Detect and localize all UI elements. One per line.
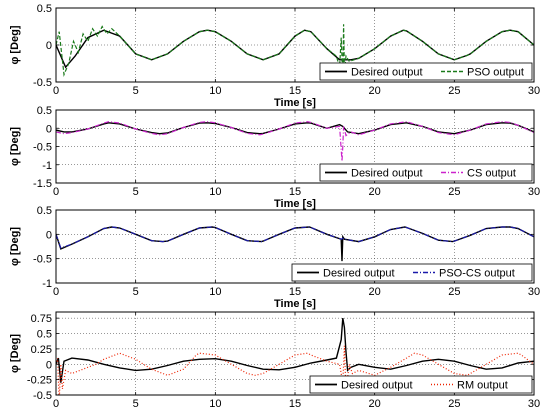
series-line-desired-output — [56, 226, 534, 262]
x-tick-label: 5 — [133, 398, 139, 410]
series-line-cs-output — [56, 121, 534, 162]
x-tick-label: 0 — [53, 398, 59, 410]
y-tick-label: 0.75 — [31, 313, 52, 325]
y-tick-label: -0.5 — [33, 390, 52, 402]
x-tick-label: 10 — [209, 186, 221, 198]
y-axis-label: φ [Deg] — [9, 227, 21, 266]
legend-box — [291, 263, 533, 282]
series-line-pso-output — [56, 24, 534, 79]
legend-entry: PSO output — [467, 67, 524, 79]
y-tick-label: 0 — [46, 40, 52, 52]
y-axis-label: φ [Deg] — [9, 127, 21, 166]
y-tick-label: 0.5 — [37, 3, 52, 15]
x-tick-label: 20 — [369, 186, 381, 198]
legend-entry: Desired output — [323, 268, 395, 280]
x-tick-label: 15 — [289, 186, 301, 198]
legend-box — [319, 163, 533, 182]
x-tick-label: 15 — [289, 398, 301, 410]
y-tick-label: -0.5 — [33, 77, 52, 89]
x-tick-label: 0 — [53, 286, 59, 298]
x-tick-label: 0 — [53, 186, 59, 198]
x-tick-label: 30 — [528, 186, 540, 198]
y-tick-label: 0 — [46, 229, 52, 241]
y-tick-label: 0.5 — [37, 105, 52, 117]
x-tick-label: 25 — [448, 186, 460, 198]
x-tick-label: 10 — [209, 398, 221, 410]
y-tick-label: 0.25 — [31, 344, 52, 356]
x-tick-label: 15 — [289, 85, 301, 97]
legend-box — [309, 375, 533, 394]
x-tick-label: 10 — [209, 85, 221, 97]
y-tick-label: -1 — [42, 278, 52, 290]
x-tick-label: 5 — [133, 286, 139, 298]
x-axis-label: Time [s] — [274, 97, 316, 109]
x-tick-label: 0 — [53, 85, 59, 97]
y-tick-label: -1.5 — [33, 178, 52, 190]
y-tick-label: -0.5 — [33, 254, 52, 266]
y-tick-label: -0.5 — [33, 142, 52, 154]
y-tick-label: -1 — [42, 160, 52, 172]
legend-entry: Desired output — [351, 168, 423, 180]
legend-box — [319, 62, 533, 81]
y-tick-label: 0 — [46, 359, 52, 371]
x-tick-label: 5 — [133, 186, 139, 198]
legend-entry: Desired output — [341, 380, 413, 392]
y-tick-label: 0 — [46, 123, 52, 135]
x-tick-label: 5 — [133, 85, 139, 97]
y-axis-label: φ [Deg] — [9, 334, 21, 373]
x-tick-label: 30 — [528, 398, 540, 410]
x-tick-label: 25 — [448, 398, 460, 410]
y-tick-label: 0.5 — [37, 205, 52, 217]
x-tick-label: 20 — [369, 286, 381, 298]
series-line-rm-output — [56, 345, 534, 395]
subplot-2: 0 5 10 15 20 25 30 -1.5 -1 -0.5 0 0.5 Time [s] φ [Deg… — [9, 105, 540, 210]
legend-entry: RM output — [457, 380, 508, 392]
x-tick-label: 30 — [528, 286, 540, 298]
y-tick-label: -0.25 — [27, 375, 52, 387]
y-tick-label: 0.5 — [37, 329, 52, 341]
legend-entry: Desired output — [351, 67, 423, 79]
subplot-3: 0 5 10 15 20 25 30 -1 -0.5 0 0.5 Time [s] φ [Deg] Des… — [9, 205, 540, 310]
x-tick-label: 25 — [448, 85, 460, 97]
x-axis-label: Time [s] — [274, 198, 316, 210]
x-tick-label: 10 — [209, 286, 221, 298]
x-tick-label: 20 — [369, 85, 381, 97]
legend-entry: CS output — [467, 168, 516, 180]
x-tick-label: 30 — [528, 85, 540, 97]
x-tick-label: 15 — [289, 286, 301, 298]
x-axis-label: Time [s] — [274, 298, 316, 310]
legend-entry: PSO-CS output — [439, 268, 515, 280]
x-tick-label: 25 — [448, 286, 460, 298]
series-line-pso-cs-output — [56, 226, 534, 249]
y-axis-label: φ [Deg] — [9, 25, 21, 64]
x-tick-label: 20 — [369, 398, 381, 410]
